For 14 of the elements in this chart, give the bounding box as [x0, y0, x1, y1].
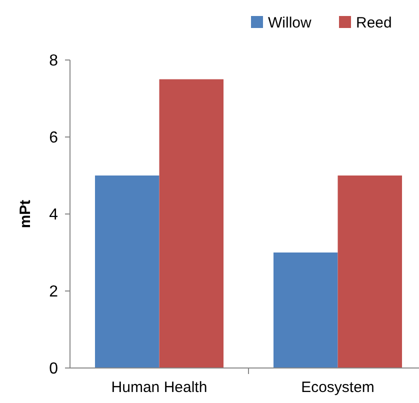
legend-label: Willow	[268, 14, 312, 32]
bar	[94, 176, 160, 368]
y-tick-label: 4	[49, 206, 58, 224]
y-tick-label: 6	[49, 130, 58, 147]
legend-label: Reed	[356, 14, 392, 32]
y-tick-label: 0	[49, 360, 58, 378]
y-tick-label: 2	[49, 284, 58, 301]
x-tick-label: Ecosystem	[301, 379, 374, 396]
y-axis-title: mPt	[17, 200, 34, 228]
bar	[338, 176, 402, 368]
bar	[273, 252, 338, 368]
x-tick-label: Human Health	[111, 379, 208, 396]
y-tick-label: 8	[49, 52, 58, 70]
bar	[159, 79, 224, 368]
